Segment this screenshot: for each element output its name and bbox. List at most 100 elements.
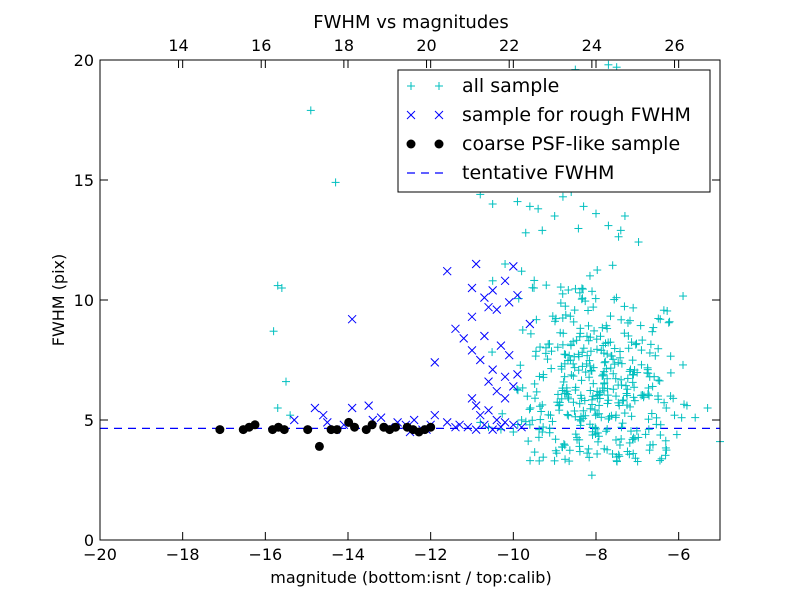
point-rough-sample bbox=[513, 290, 522, 300]
point-all-sample bbox=[577, 284, 586, 293]
point-all-sample bbox=[590, 406, 599, 415]
point-all-sample bbox=[599, 370, 608, 379]
point-all-sample bbox=[571, 383, 580, 392]
point-all-sample bbox=[286, 411, 295, 420]
point-all-sample bbox=[604, 221, 613, 230]
point-all-sample bbox=[630, 434, 639, 443]
point-all-sample bbox=[488, 276, 497, 285]
legend-label-tentative-fwhm: tentative FWHM bbox=[462, 162, 614, 184]
point-all-sample bbox=[558, 289, 567, 298]
point-all-sample bbox=[526, 403, 535, 412]
point-rough-sample bbox=[467, 283, 477, 293]
point-rough-sample bbox=[364, 401, 374, 410]
point-all-sample bbox=[639, 393, 648, 402]
point-all-sample bbox=[634, 238, 643, 247]
point-all-sample bbox=[542, 281, 551, 290]
point-all-sample bbox=[609, 369, 618, 378]
point-all-sample bbox=[615, 452, 624, 461]
point-all-sample bbox=[532, 387, 541, 396]
x-tick-label: −6 bbox=[667, 545, 691, 564]
point-all-sample bbox=[648, 440, 657, 449]
point-all-sample bbox=[562, 389, 571, 398]
point-all-sample bbox=[518, 325, 527, 334]
point-all-sample bbox=[598, 323, 607, 332]
point-all-sample bbox=[570, 363, 579, 372]
point-all-sample bbox=[691, 413, 700, 422]
point-all-sample bbox=[602, 364, 611, 373]
point-all-sample bbox=[645, 391, 654, 400]
point-all-sample bbox=[571, 412, 580, 421]
point-all-sample bbox=[513, 386, 522, 395]
point-all-sample bbox=[593, 394, 602, 403]
point-all-sample bbox=[561, 310, 570, 319]
point-all-sample bbox=[331, 178, 340, 187]
x-axis-top: 14 16 18 20 22 24 26 bbox=[168, 36, 685, 68]
point-rough-sample bbox=[475, 355, 485, 365]
legend-entry-all-sample: all sample bbox=[407, 75, 559, 97]
point-all-sample bbox=[670, 411, 679, 420]
point-all-sample bbox=[584, 306, 593, 315]
point-all-sample bbox=[655, 376, 664, 385]
point-all-sample bbox=[610, 344, 619, 353]
point-all-sample bbox=[649, 323, 658, 332]
point-all-sample bbox=[521, 228, 530, 237]
point-all-sample bbox=[555, 400, 564, 409]
point-all-sample bbox=[563, 410, 572, 419]
point-rough-sample bbox=[455, 420, 464, 430]
point-all-sample bbox=[630, 366, 639, 375]
point-all-sample bbox=[575, 288, 584, 297]
point-all-sample bbox=[531, 394, 540, 403]
point-all-sample bbox=[579, 202, 588, 211]
point-all-sample bbox=[579, 344, 588, 353]
point-all-sample bbox=[558, 192, 567, 201]
point-all-sample bbox=[656, 315, 665, 324]
point-rough-sample bbox=[430, 358, 440, 367]
point-rough-sample bbox=[409, 415, 419, 425]
point-coarse-sample bbox=[250, 420, 260, 430]
point-rough-sample bbox=[347, 314, 357, 324]
point-all-sample bbox=[577, 376, 586, 385]
point-all-sample bbox=[654, 376, 663, 385]
point-all-sample bbox=[654, 314, 663, 323]
point-rough-sample bbox=[471, 259, 481, 269]
point-coarse-sample bbox=[332, 425, 342, 435]
point-all-sample bbox=[641, 430, 650, 439]
point-all-sample bbox=[651, 351, 660, 360]
point-all-sample bbox=[650, 372, 659, 381]
point-all-sample bbox=[611, 435, 620, 444]
point-all-sample bbox=[488, 200, 497, 208]
point-all-sample bbox=[539, 453, 548, 462]
point-all-sample bbox=[583, 449, 592, 458]
point-all-sample bbox=[672, 430, 681, 439]
point-all-sample bbox=[524, 437, 533, 446]
point-all-sample bbox=[603, 399, 612, 408]
point-all-sample bbox=[306, 106, 315, 115]
point-all-sample bbox=[488, 348, 497, 357]
point-coarse-sample bbox=[303, 425, 313, 435]
point-all-sample bbox=[629, 433, 638, 442]
point-all-sample bbox=[581, 297, 590, 306]
point-all-sample bbox=[603, 384, 612, 393]
point-all-sample bbox=[501, 260, 510, 268]
point-all-sample bbox=[571, 430, 580, 439]
point-all-sample bbox=[600, 379, 609, 388]
point-all-sample bbox=[603, 445, 612, 454]
point-all-sample bbox=[679, 360, 688, 369]
point-all-sample bbox=[558, 340, 567, 349]
point-all-sample bbox=[556, 283, 565, 292]
point-all-sample bbox=[575, 435, 584, 444]
point-all-sample bbox=[545, 428, 554, 437]
point-all-sample bbox=[611, 392, 620, 401]
point-all-sample bbox=[626, 402, 635, 411]
point-all-sample bbox=[603, 324, 612, 333]
point-all-sample bbox=[544, 410, 553, 419]
point-all-sample bbox=[585, 271, 594, 280]
point-rough-sample bbox=[496, 422, 506, 432]
point-all-sample bbox=[609, 355, 618, 364]
point-all-sample bbox=[631, 454, 640, 463]
point-all-sample bbox=[583, 351, 592, 360]
point-all-sample bbox=[597, 413, 606, 422]
point-all-sample bbox=[628, 356, 637, 365]
top-tick-label: 16 bbox=[251, 36, 271, 55]
point-all-sample bbox=[611, 374, 620, 383]
